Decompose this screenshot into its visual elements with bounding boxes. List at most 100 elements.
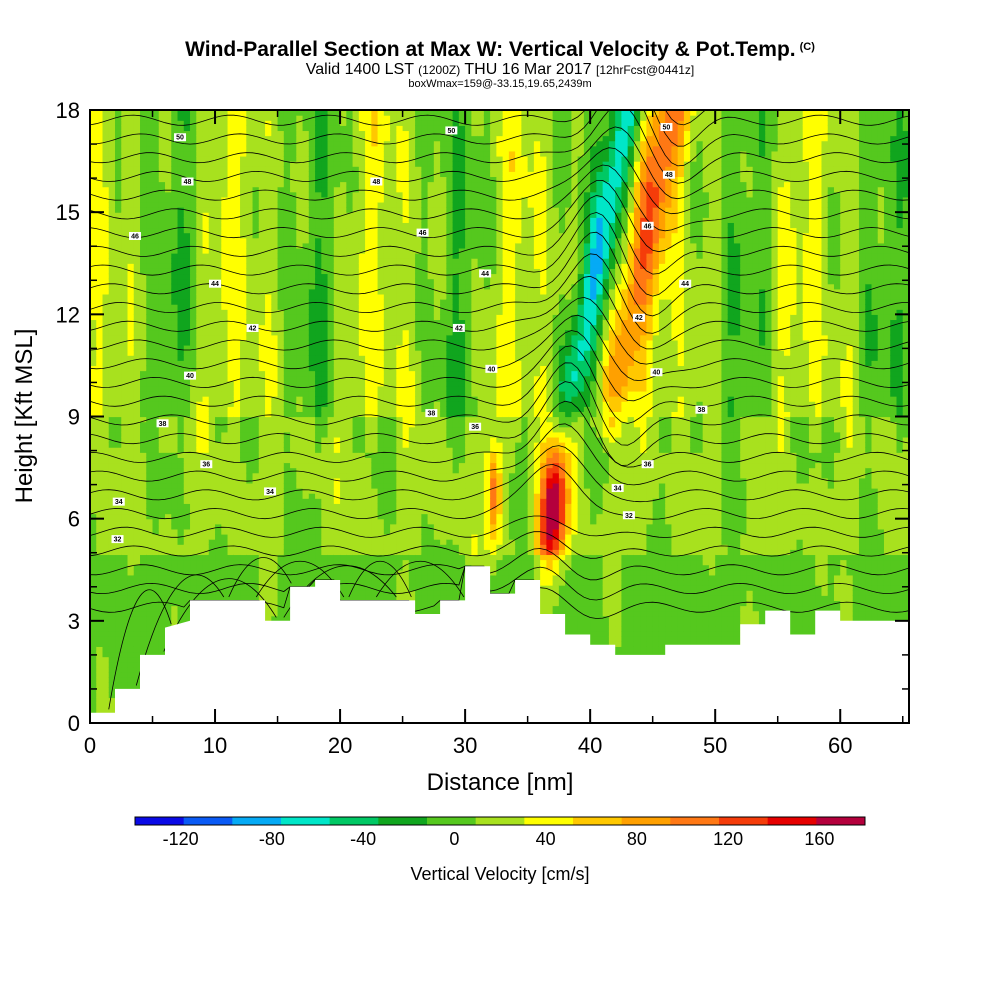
field-cell bbox=[227, 166, 235, 172]
field-cell bbox=[108, 237, 116, 244]
field-cell bbox=[240, 539, 247, 545]
field-cell bbox=[190, 324, 197, 331]
field-cell bbox=[252, 569, 260, 576]
field-cell bbox=[296, 247, 304, 254]
field-cell bbox=[158, 380, 166, 387]
field-cell bbox=[140, 232, 147, 239]
field-cell bbox=[183, 288, 191, 295]
field-cell bbox=[127, 426, 135, 433]
field-cell bbox=[265, 350, 272, 356]
field-cell bbox=[290, 569, 297, 576]
field-cell bbox=[258, 161, 266, 167]
field-cell bbox=[302, 370, 310, 377]
field-cell bbox=[158, 191, 166, 198]
field-cell bbox=[165, 503, 172, 510]
field-cell bbox=[258, 523, 266, 530]
field-cell bbox=[258, 237, 266, 244]
field-cell bbox=[258, 416, 266, 423]
field-cell bbox=[340, 431, 347, 438]
field-cell bbox=[321, 544, 329, 550]
field-cell bbox=[133, 181, 141, 188]
field-cell bbox=[177, 191, 185, 198]
field-cell bbox=[152, 263, 160, 269]
field-cell bbox=[90, 503, 97, 510]
field-cell bbox=[315, 390, 322, 397]
field-cell bbox=[215, 288, 222, 295]
field-cell bbox=[102, 140, 110, 147]
field-cell bbox=[240, 227, 247, 234]
field-cell bbox=[315, 186, 322, 193]
field-cell bbox=[90, 207, 97, 213]
field-cell bbox=[196, 258, 204, 264]
field-cell bbox=[296, 406, 304, 412]
field-cell bbox=[108, 631, 116, 637]
field-cell bbox=[283, 150, 291, 157]
field-cell bbox=[121, 503, 129, 510]
field-cell bbox=[96, 605, 104, 612]
field-cell bbox=[177, 222, 185, 229]
field-cell bbox=[127, 288, 135, 295]
field-cell bbox=[321, 396, 329, 402]
field-cell bbox=[102, 697, 110, 704]
field-cell bbox=[158, 344, 166, 351]
field-cell bbox=[202, 421, 210, 428]
field-cell bbox=[158, 161, 166, 167]
field-cell bbox=[90, 687, 97, 693]
field-cell bbox=[296, 155, 304, 162]
field-cell bbox=[296, 166, 304, 172]
field-cell bbox=[158, 339, 166, 346]
field-cell bbox=[265, 385, 272, 392]
field-cell bbox=[240, 416, 247, 423]
field-cell bbox=[190, 411, 197, 418]
field-cell bbox=[321, 130, 329, 137]
field-cell bbox=[215, 416, 222, 423]
field-cell bbox=[321, 344, 329, 351]
field-cell bbox=[302, 161, 310, 167]
field-cell bbox=[208, 549, 216, 556]
field-cell bbox=[158, 314, 166, 321]
field-cell bbox=[183, 503, 191, 510]
field-cell bbox=[127, 533, 135, 540]
field-cell bbox=[327, 503, 335, 510]
field-cell bbox=[233, 380, 241, 387]
field-cell bbox=[296, 416, 304, 423]
field-cell bbox=[315, 258, 322, 264]
field-cell bbox=[158, 559, 166, 566]
field-cell bbox=[140, 452, 147, 458]
field-cell bbox=[271, 385, 279, 392]
field-cell bbox=[133, 334, 141, 341]
field-cell bbox=[277, 110, 285, 116]
field-cell bbox=[171, 166, 179, 172]
field-cell bbox=[321, 135, 329, 142]
field-cell bbox=[102, 462, 110, 469]
field-cell bbox=[277, 278, 285, 285]
field-cell bbox=[227, 217, 235, 223]
field-cell bbox=[346, 442, 354, 448]
field-cell bbox=[277, 196, 285, 203]
field-cell bbox=[171, 150, 179, 157]
field-cell bbox=[340, 370, 347, 377]
field-cell bbox=[227, 130, 235, 137]
field-cell bbox=[108, 559, 116, 566]
field-cell bbox=[90, 268, 97, 275]
field-cell bbox=[90, 278, 97, 285]
field-cell bbox=[321, 237, 329, 244]
field-cell bbox=[152, 610, 160, 617]
field-cell bbox=[246, 207, 254, 213]
field-cell bbox=[246, 161, 254, 167]
field-cell bbox=[115, 559, 122, 566]
field-cell bbox=[158, 436, 166, 443]
field-cell bbox=[340, 232, 347, 239]
field-cell bbox=[171, 431, 179, 438]
field-cell bbox=[296, 569, 304, 576]
field-cell bbox=[177, 462, 185, 469]
field-cell bbox=[240, 155, 247, 162]
field-cell bbox=[252, 365, 260, 372]
field-cell bbox=[208, 201, 216, 208]
field-cell bbox=[102, 385, 110, 392]
field-cell bbox=[265, 436, 272, 443]
field-cell bbox=[146, 237, 154, 244]
field-cell bbox=[121, 646, 129, 653]
field-cell bbox=[277, 324, 285, 331]
field-cell bbox=[115, 355, 122, 361]
